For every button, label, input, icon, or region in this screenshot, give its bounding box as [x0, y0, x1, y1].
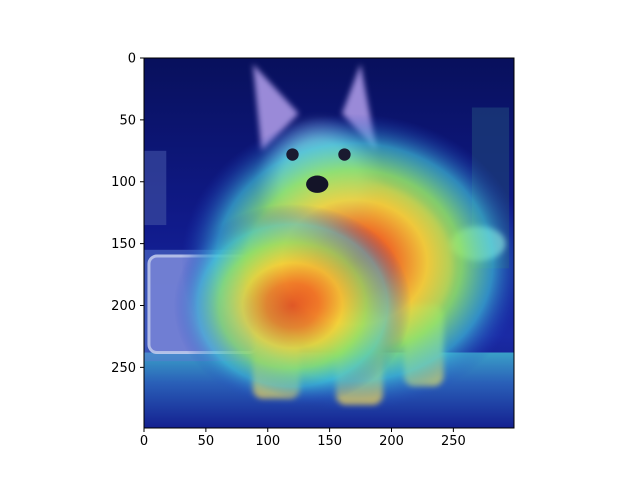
heatmap-image — [144, 58, 514, 428]
y-tick-label: 200 — [111, 299, 136, 314]
heat-hotspot — [173, 204, 412, 407]
x-tick-label: 50 — [198, 434, 215, 449]
y-tick-label: 100 — [111, 175, 136, 190]
heat-overlay — [173, 113, 514, 411]
y-axis: 0 50 100 150 200 250 — [111, 52, 144, 376]
plot-frame — [143, 57, 515, 429]
dog-left-ear — [252, 64, 299, 151]
scene-left-object — [144, 150, 167, 226]
y-tick-label: 0 — [128, 52, 136, 67]
x-tick-label: 0 — [140, 434, 148, 449]
y-tick-label: 50 — [119, 113, 136, 128]
dog-eye-left — [286, 148, 299, 161]
x-tick-label: 200 — [379, 434, 404, 449]
y-tick-label: 150 — [111, 237, 136, 252]
x-tick-label: 150 — [317, 434, 342, 449]
dog-nose — [306, 175, 329, 193]
x-axis: 0 50 100 150 200 250 — [140, 428, 466, 449]
x-tick-label: 250 — [441, 434, 466, 449]
dog-eye-right — [338, 148, 351, 161]
x-tick-label: 100 — [255, 434, 280, 449]
y-tick-label: 250 — [111, 361, 136, 376]
